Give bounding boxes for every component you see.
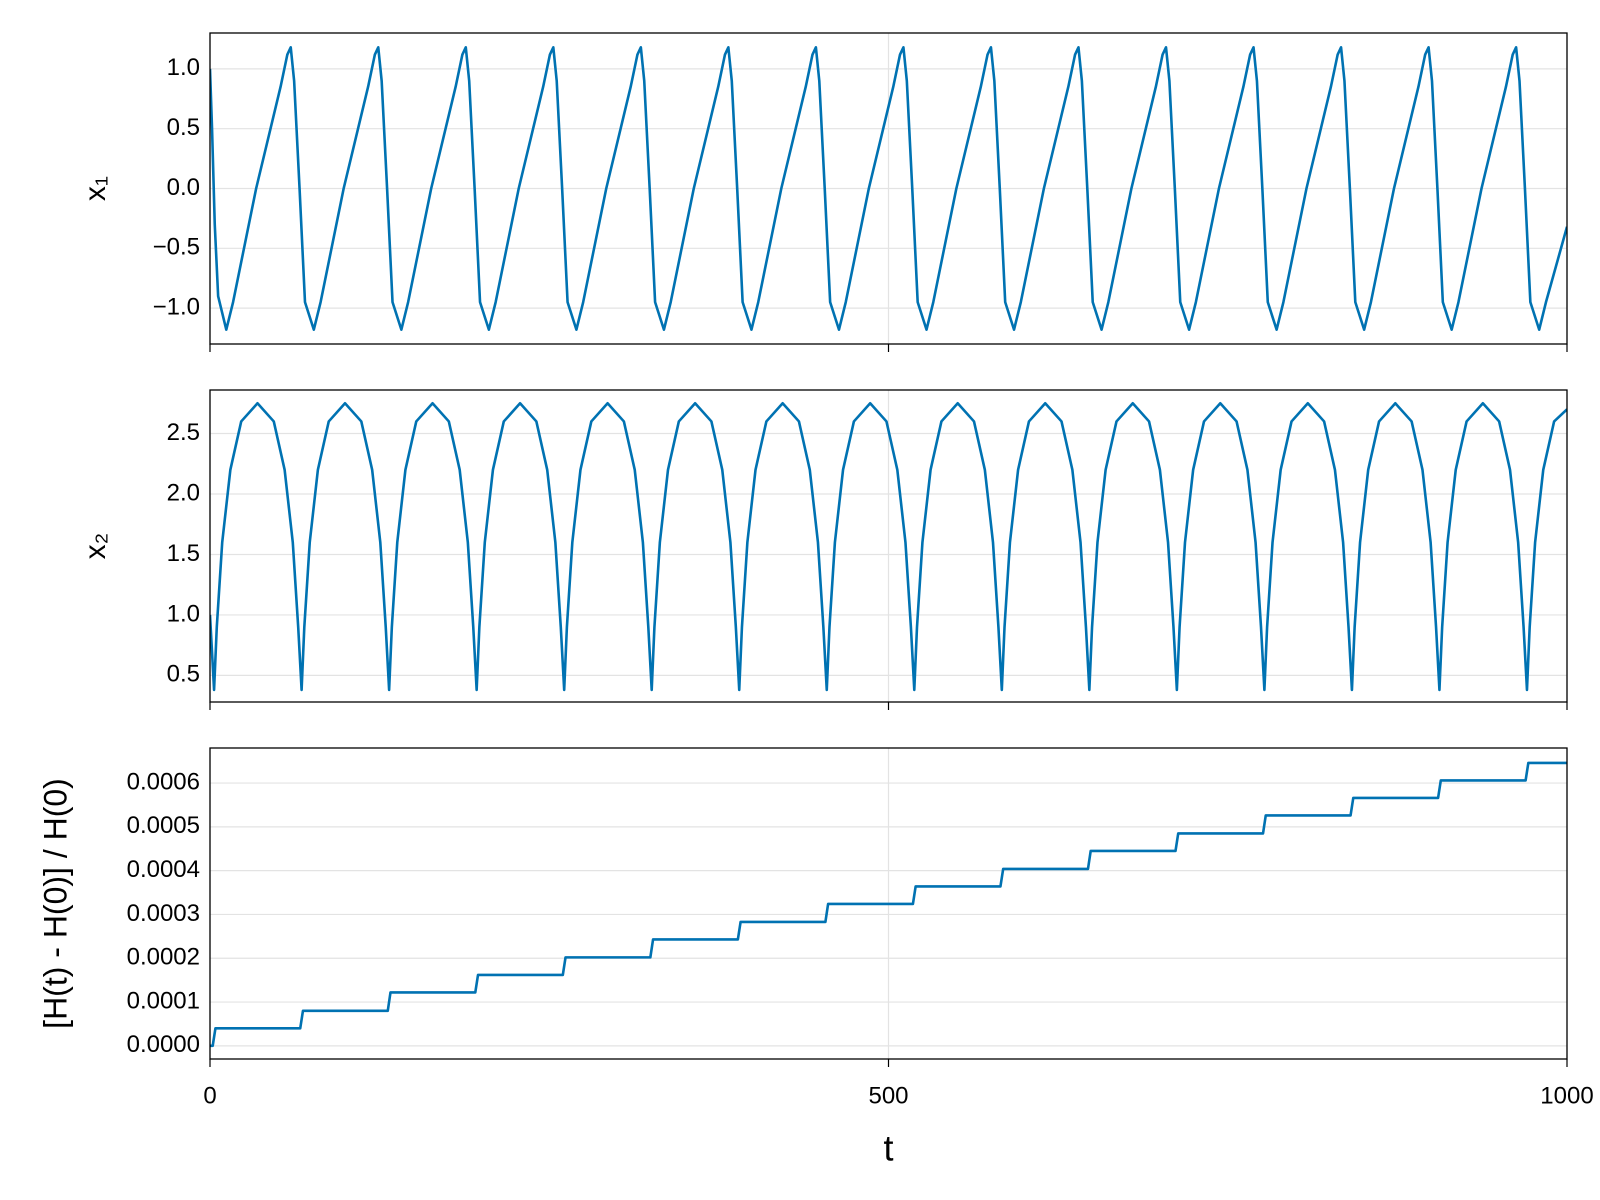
- plot-frame: [209, 32, 1568, 345]
- y-tick-label: 1.0: [167, 600, 200, 627]
- y-tick-label: 0.0001: [127, 987, 200, 1014]
- data-line: [210, 761, 1567, 1048]
- y-tick-label: 0.0: [167, 174, 200, 201]
- y-tick-label: −1.0: [153, 293, 200, 320]
- y-tick-label: 2.0: [167, 479, 200, 506]
- y-tick-label: 0.0002: [127, 944, 200, 971]
- plot-frame: [209, 389, 1568, 703]
- data-line: [210, 402, 1567, 692]
- x-tick-label: 500: [868, 1082, 908, 1109]
- y-axis-label: x₁: [79, 176, 112, 201]
- x-tick-label: 0: [203, 1082, 216, 1109]
- y-axis-label: x₂: [79, 533, 112, 560]
- x-axis-label: t: [883, 1128, 893, 1169]
- x-tick-label: 1000: [1540, 1082, 1593, 1109]
- y-tick-label: −0.5: [153, 234, 200, 261]
- y-tick-label: 0.0004: [127, 856, 200, 883]
- y-tick-label: 0.0005: [127, 812, 200, 839]
- y-tick-label: 0.5: [167, 114, 200, 141]
- y-tick-label: 0.0000: [127, 1031, 200, 1058]
- data-line: [210, 46, 1567, 331]
- y-tick-label: 0.0003: [127, 900, 200, 927]
- plot-frame: [209, 747, 1568, 1060]
- y-tick-label: 2.5: [167, 419, 200, 446]
- y-tick-label: 1.5: [167, 540, 200, 567]
- y-tick-label: 1.0: [167, 54, 200, 81]
- y-tick-label: 0.5: [167, 661, 200, 688]
- y-axis-label: [H(t) - H(0)] / H(0): [37, 778, 73, 1029]
- y-tick-label: 0.0006: [127, 768, 200, 795]
